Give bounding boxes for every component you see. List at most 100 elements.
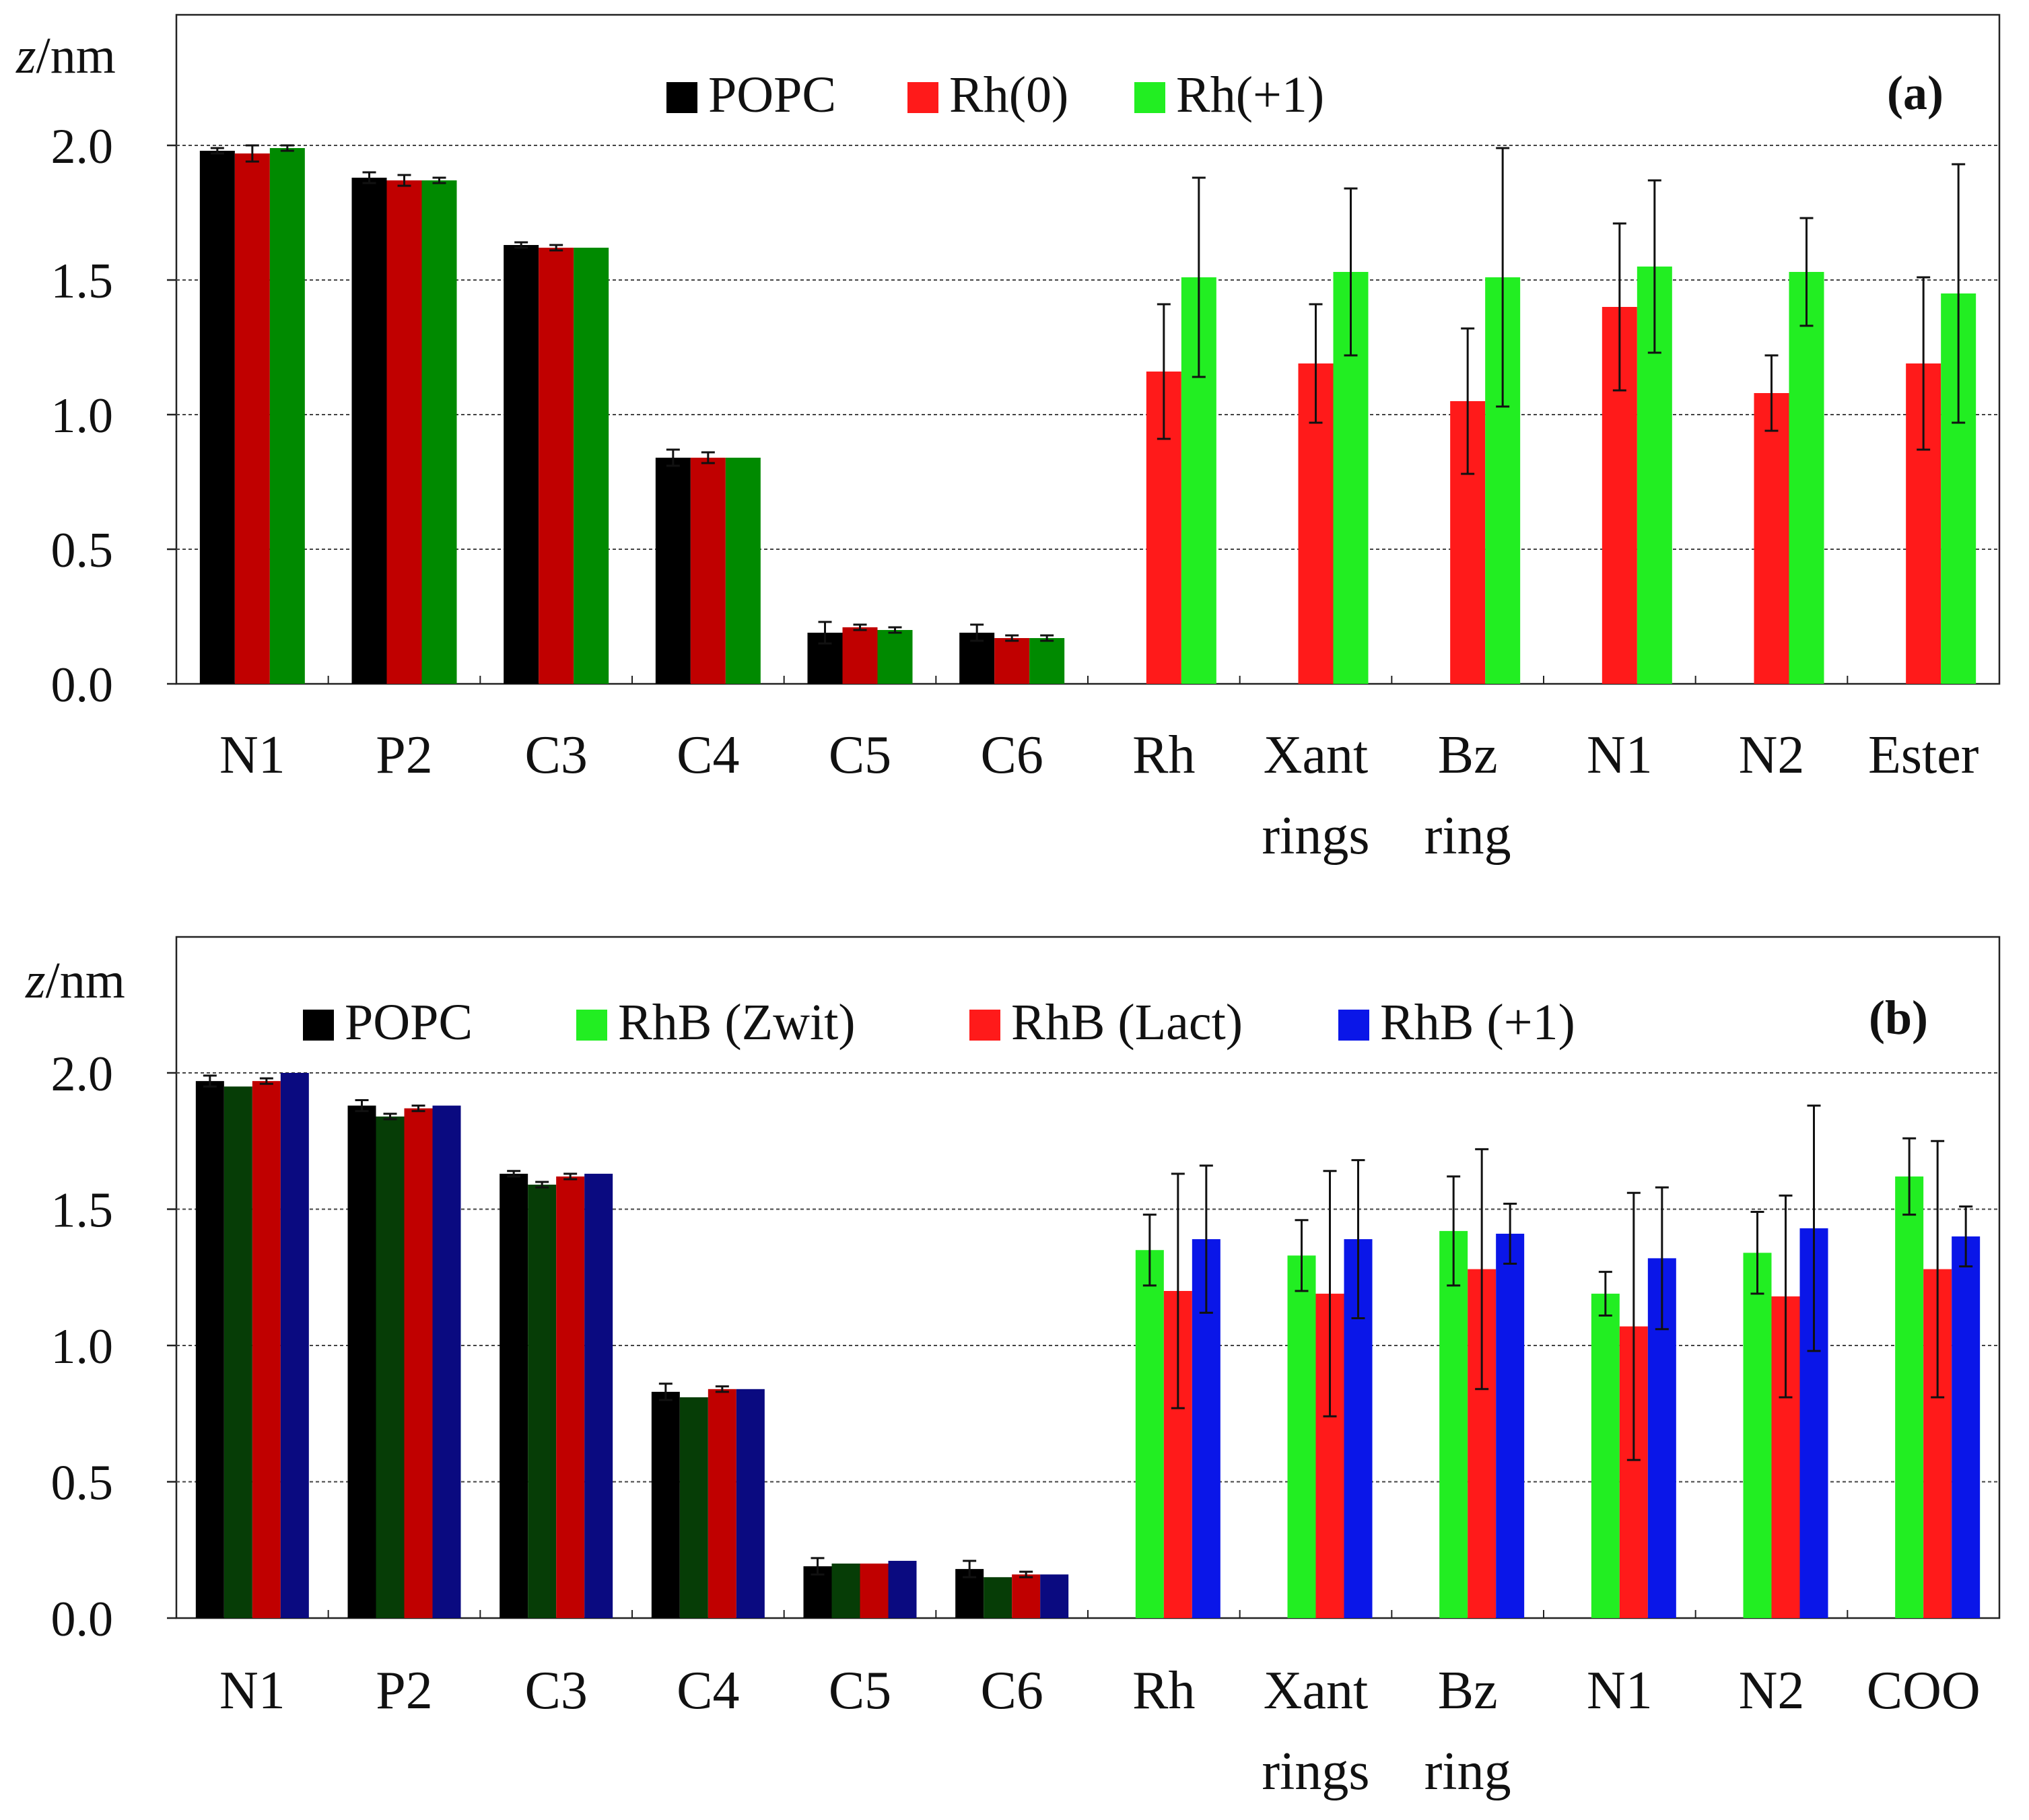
legend-label: POPC — [345, 994, 473, 1051]
y-tick-label: 1.0 — [51, 388, 114, 444]
bar — [1754, 393, 1789, 684]
bar — [574, 248, 609, 684]
chart-panel-a: 0.0 0.5 1.0 1.5 2.0 z/nm (a) POPC Rh(0) Rh(+1) N1 P… — [15, 13, 2001, 866]
bar — [195, 1081, 224, 1618]
bar — [842, 627, 878, 684]
bar — [1743, 1253, 1772, 1618]
category-label: N2 — [1739, 1661, 1805, 1720]
category-label: Rh — [1132, 726, 1195, 785]
category-label: Ester — [1868, 726, 1979, 785]
legend-swatch — [969, 1010, 1000, 1041]
bar — [888, 1560, 917, 1618]
y-tick-label: 2.0 — [51, 1047, 114, 1102]
bar — [877, 630, 913, 684]
bar — [1012, 1574, 1041, 1618]
category-label: N1 — [219, 726, 285, 785]
category-label: Xant — [1264, 726, 1369, 785]
category-label: C4 — [677, 726, 739, 785]
y-tick-label: 0.0 — [51, 658, 114, 713]
bar — [280, 1073, 309, 1618]
chart-panel-b: 0.0 0.5 1.0 1.5 2.0 z/nm (b) POPC RhB (Zwit) RhB … — [25, 936, 2001, 1801]
bar — [984, 1577, 1012, 1618]
bar — [831, 1564, 860, 1618]
category-label: Xant — [1264, 1661, 1369, 1720]
bar — [651, 1391, 680, 1618]
category-label: COO — [1867, 1661, 1981, 1720]
category-label: C3 — [524, 726, 587, 785]
y-axis-label: z/nm — [15, 28, 116, 84]
category-label: C5 — [829, 1661, 891, 1720]
category-label: C4 — [677, 1661, 739, 1720]
category-label: Bz — [1438, 726, 1498, 785]
legend-label: Rh(0) — [949, 67, 1068, 123]
bar — [1040, 1574, 1069, 1618]
bar — [199, 151, 235, 684]
legend-swatch — [907, 82, 938, 113]
y-tick-label: 0.5 — [51, 523, 114, 578]
y-axis-label: z/nm — [25, 952, 125, 1009]
legend-swatch — [666, 82, 697, 113]
category-label: P2 — [376, 1661, 433, 1720]
panel-label: (b) — [1869, 991, 1928, 1045]
bar — [504, 245, 539, 684]
bar — [252, 1081, 281, 1618]
bar — [432, 1105, 461, 1618]
bar — [1439, 1230, 1468, 1618]
category-label: N1 — [219, 1661, 285, 1720]
bar — [1029, 638, 1065, 684]
category-label: C6 — [980, 1661, 1043, 1720]
category-label: rings — [1262, 1742, 1370, 1801]
category-label: N1 — [1587, 726, 1653, 785]
legend-label: POPC — [708, 67, 836, 123]
category-label: ring — [1424, 806, 1511, 866]
bar — [725, 458, 761, 684]
category-label: Rh — [1132, 1661, 1195, 1720]
panel-label: (a) — [1887, 66, 1944, 120]
y-tick-label: 1.0 — [51, 1319, 114, 1374]
bar — [1895, 1176, 1924, 1618]
bar — [1287, 1255, 1316, 1618]
legend-swatch — [1134, 82, 1165, 113]
legend-swatch — [303, 1010, 334, 1041]
category-label: N1 — [1587, 1661, 1653, 1720]
category-label: P2 — [376, 726, 433, 785]
bar — [736, 1389, 765, 1618]
bar — [223, 1086, 252, 1618]
bar — [539, 248, 574, 684]
bar — [708, 1389, 736, 1618]
y-tick-label: 2.0 — [51, 119, 114, 174]
bar — [404, 1108, 433, 1618]
legend-swatch — [576, 1010, 607, 1041]
bar — [1591, 1294, 1620, 1618]
bar — [690, 458, 726, 684]
y-tick-label: 1.5 — [51, 254, 114, 309]
category-label: C6 — [980, 726, 1043, 785]
y-tick-label: 0.5 — [51, 1456, 114, 1511]
category-label: ring — [1424, 1742, 1511, 1801]
bar — [386, 180, 422, 684]
bar — [1496, 1233, 1525, 1618]
legend-label: RhB (Lact) — [1011, 994, 1243, 1051]
category-label: C5 — [829, 726, 891, 785]
bar — [421, 180, 457, 684]
legend-label: Rh(+1) — [1176, 67, 1324, 123]
legend-label: RhB (Zwit) — [618, 994, 856, 1051]
bar — [860, 1564, 889, 1618]
bar — [347, 1105, 376, 1618]
legend-label: RhB (+1) — [1380, 994, 1575, 1051]
bar — [269, 148, 305, 684]
bar — [1135, 1250, 1164, 1618]
bar — [376, 1116, 405, 1618]
category-label: Bz — [1438, 1661, 1498, 1720]
y-tick-label: 0.0 — [51, 1592, 114, 1647]
category-label: N2 — [1739, 726, 1805, 785]
legend-swatch — [1338, 1010, 1369, 1041]
category-label: rings — [1262, 806, 1370, 866]
bar — [234, 153, 270, 684]
y-tick-label: 1.5 — [51, 1183, 114, 1238]
bar — [1789, 272, 1824, 684]
bar — [655, 458, 691, 684]
bar — [994, 638, 1030, 684]
bar — [556, 1176, 585, 1618]
